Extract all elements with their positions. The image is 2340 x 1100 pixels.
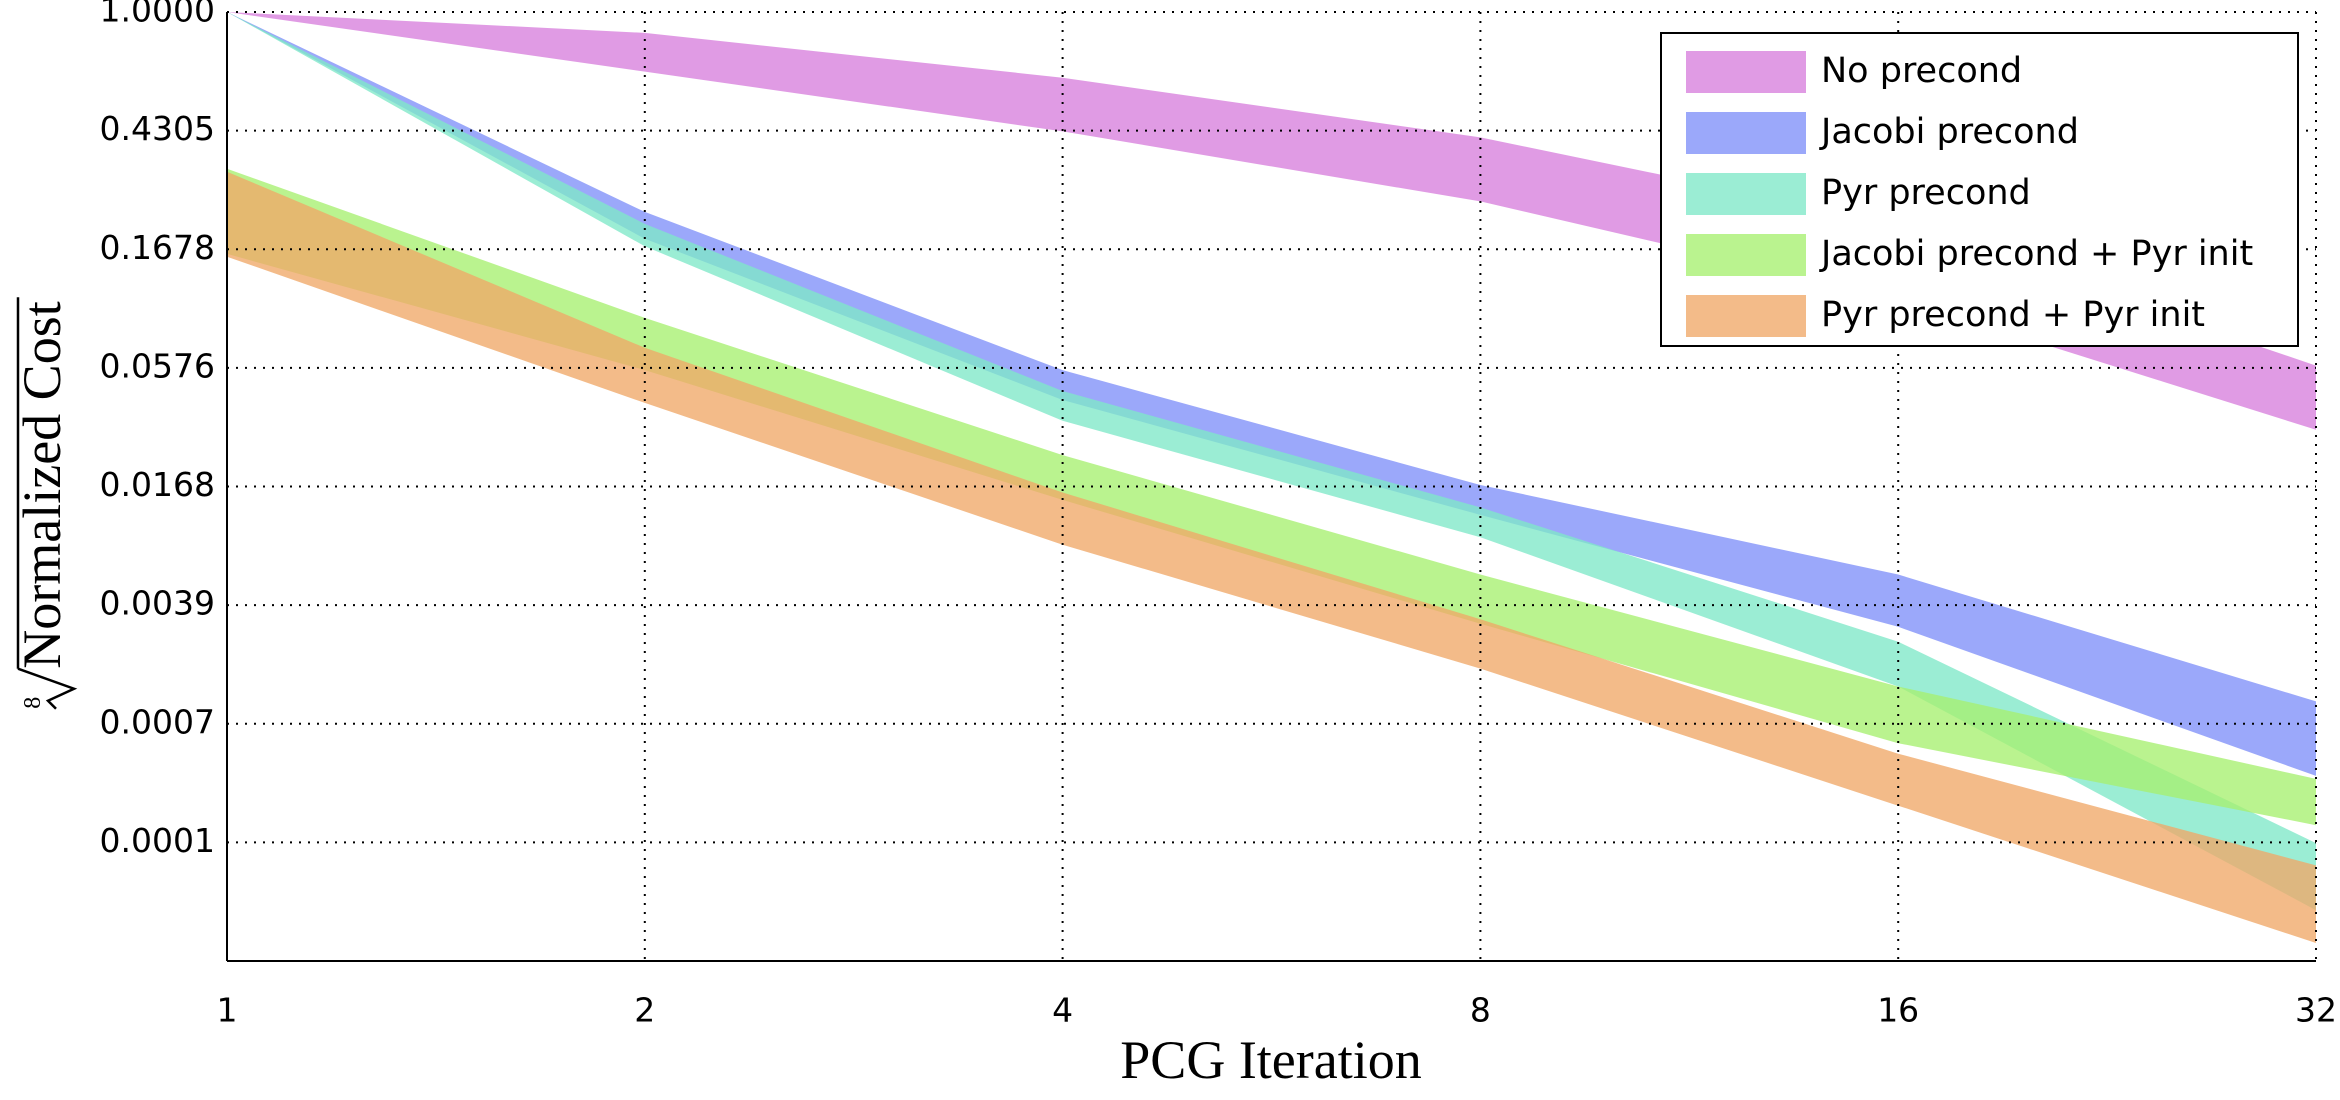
x-tick-label: 8 bbox=[1470, 991, 1491, 1030]
y-tick-label: 0.1678 bbox=[100, 228, 215, 267]
legend: No precond Jacobi precond Pyr precond Jacob… bbox=[1660, 32, 2299, 347]
root-sign bbox=[17, 667, 78, 710]
axes: 1.0000 0.4305 0.1678 0.0576 0.0168 0.0039 0.00… bbox=[100, 0, 2337, 1030]
y-axis-label: Normalized Cost bbox=[12, 301, 72, 668]
x-tick-label: 16 bbox=[1877, 991, 1919, 1030]
band bbox=[227, 171, 2316, 943]
x-tick-label: 1 bbox=[217, 991, 238, 1030]
y-tick-label: 0.0001 bbox=[100, 821, 215, 860]
band bbox=[227, 12, 2316, 776]
legend-swatch bbox=[1686, 295, 1806, 337]
y-axis-label-group: Normalized Cost 8 bbox=[12, 297, 78, 710]
legend-swatch bbox=[1686, 112, 1806, 154]
y-tick-label: 0.4305 bbox=[100, 109, 215, 148]
y-tick-label: 0.0039 bbox=[100, 584, 215, 623]
legend-swatch bbox=[1686, 173, 1806, 215]
x-tick-label: 32 bbox=[2295, 991, 2337, 1030]
x-tick-label: 2 bbox=[634, 991, 655, 1030]
legend-label: Pyr precond + Pyr init bbox=[1821, 295, 2205, 335]
grid bbox=[226, 11, 2317, 961]
band bbox=[227, 168, 2316, 826]
legend-label: Jacobi precond + Pyr init bbox=[1819, 234, 2253, 274]
legend-label: Jacobi precond bbox=[1819, 112, 2079, 152]
legend-label: Pyr precond bbox=[1821, 173, 2031, 213]
y-tick-label: 0.0007 bbox=[100, 702, 215, 741]
root-index: 8 bbox=[20, 697, 46, 709]
x-tick-label: 4 bbox=[1052, 991, 1073, 1030]
legend-swatch bbox=[1686, 51, 1806, 93]
x-axis-label: PCG Iteration bbox=[1120, 1030, 1421, 1090]
band bbox=[227, 12, 2316, 911]
y-tick-label: 0.0168 bbox=[100, 465, 215, 504]
y-tick-label: 0.0576 bbox=[100, 346, 215, 385]
legend-swatch bbox=[1686, 234, 1806, 276]
legend-label: No precond bbox=[1821, 51, 2022, 91]
bands bbox=[227, 12, 2316, 943]
y-tick-label: 1.0000 bbox=[100, 0, 215, 30]
